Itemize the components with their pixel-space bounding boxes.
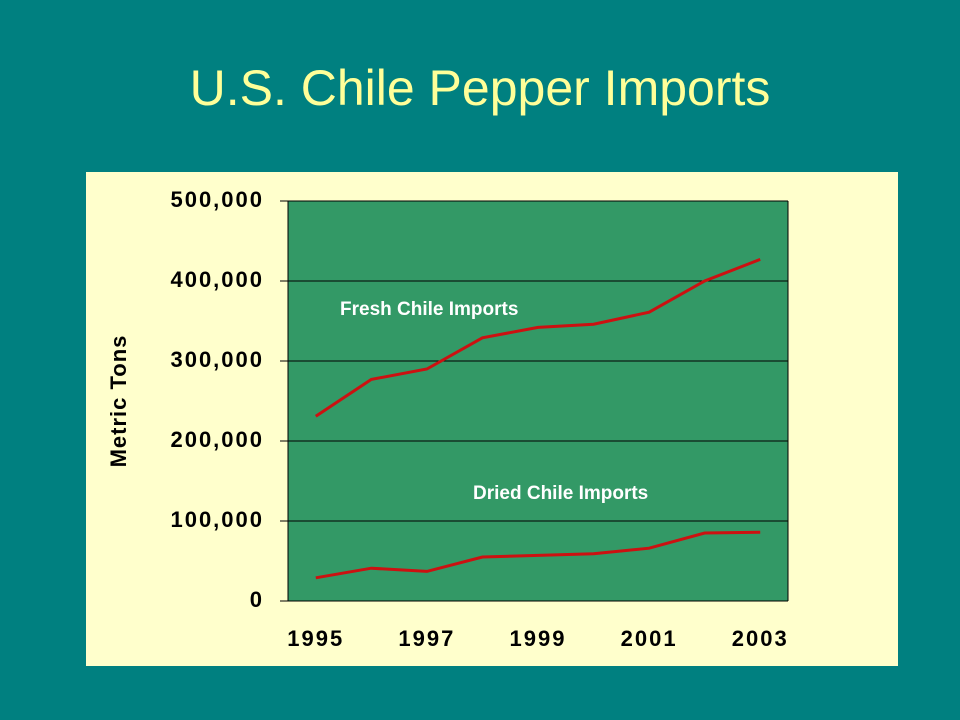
y-tick-label: 300,000	[170, 347, 264, 372]
x-tick-label: 2001	[621, 626, 678, 651]
y-tick-label: 0	[250, 587, 264, 612]
series-line	[315, 530, 761, 580]
series-line	[314, 258, 761, 418]
x-tick-label: 1997	[398, 626, 455, 651]
y-axis-label: Metric Tons	[106, 335, 131, 468]
x-tick-label: 1995	[287, 626, 344, 651]
y-tick-label: 200,000	[170, 427, 264, 452]
plot-area	[288, 201, 788, 601]
x-tick-label: 2003	[732, 626, 789, 651]
x-tick-label: 1999	[510, 626, 567, 651]
y-tick-label: 400,000	[170, 267, 264, 292]
series-label: Fresh Chile Imports	[340, 299, 518, 320]
series-label: Dried Chile Imports	[473, 483, 648, 504]
y-tick-label: 500,000	[170, 187, 264, 212]
slide-title: U.S. Chile Pepper Imports	[190, 60, 771, 116]
y-tick-label: 100,000	[170, 507, 264, 532]
